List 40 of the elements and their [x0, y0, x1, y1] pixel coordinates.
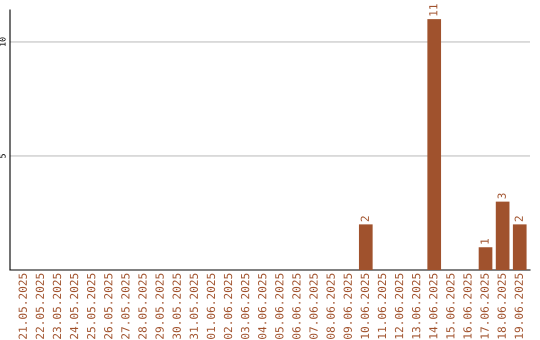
- x-tick-label: 05.06.2025: [275, 274, 284, 339]
- bar: [358, 224, 373, 270]
- x-tick-label: 02.06.2025: [224, 274, 232, 339]
- data-label: 11: [429, 4, 438, 16]
- x-tick-label: 18.06.2025: [497, 274, 506, 338]
- x-tick-label: 24.05.2025: [70, 274, 78, 339]
- x-tick-label: 01.06.2025: [206, 274, 216, 339]
- x-tick-label: 17.06.2025: [480, 274, 489, 338]
- data-label: 2: [514, 216, 523, 222]
- x-tick-label: 29.05.2025: [155, 274, 164, 339]
- x-tick-label: 31.05.2025: [190, 274, 198, 339]
- x-tick-label: 25.05.2025: [86, 274, 96, 339]
- x-tick-label: 13.06.2025: [412, 274, 420, 338]
- data-label: 1: [480, 238, 489, 244]
- x-tick-label: 11.06.2025: [378, 274, 386, 338]
- x-tick-label: 14.06.2025: [429, 274, 438, 338]
- x-tick-label: 30.05.2025: [172, 274, 181, 339]
- x-tick-label: 03.06.2025: [240, 274, 250, 339]
- x-tick-label: 15.06.2025: [446, 274, 455, 338]
- x-tick-label: 07.06.2025: [309, 274, 318, 339]
- x-tick-label: 28.05.2025: [138, 274, 147, 339]
- x-tick-label: 22.05.2025: [36, 274, 44, 339]
- bar: [427, 19, 442, 270]
- x-tick-label: 23.05.2025: [52, 274, 62, 339]
- x-tick-label: 21.05.2025: [18, 274, 27, 339]
- x-tick-label: 09.06.2025: [344, 274, 352, 339]
- data-label: 3: [497, 193, 506, 199]
- x-tick-label: 04.06.2025: [258, 274, 266, 339]
- x-tick-label: 19.06.2025: [514, 274, 523, 338]
- bar: [496, 202, 510, 270]
- data-label: 2: [360, 216, 369, 222]
- x-tick-label: 10.06.2025: [360, 274, 370, 338]
- x-tick-label: 12.06.2025: [394, 274, 404, 338]
- bar: [478, 247, 492, 270]
- x-tick-label: 16.06.2025: [463, 274, 472, 338]
- x-tick-label: 08.06.2025: [326, 274, 335, 339]
- x-tick-label: 06.06.2025: [292, 274, 301, 339]
- x-tick-label: 27.05.2025: [121, 274, 130, 339]
- x-tick-label: 26.05.2025: [104, 274, 112, 339]
- bar: [512, 224, 527, 270]
